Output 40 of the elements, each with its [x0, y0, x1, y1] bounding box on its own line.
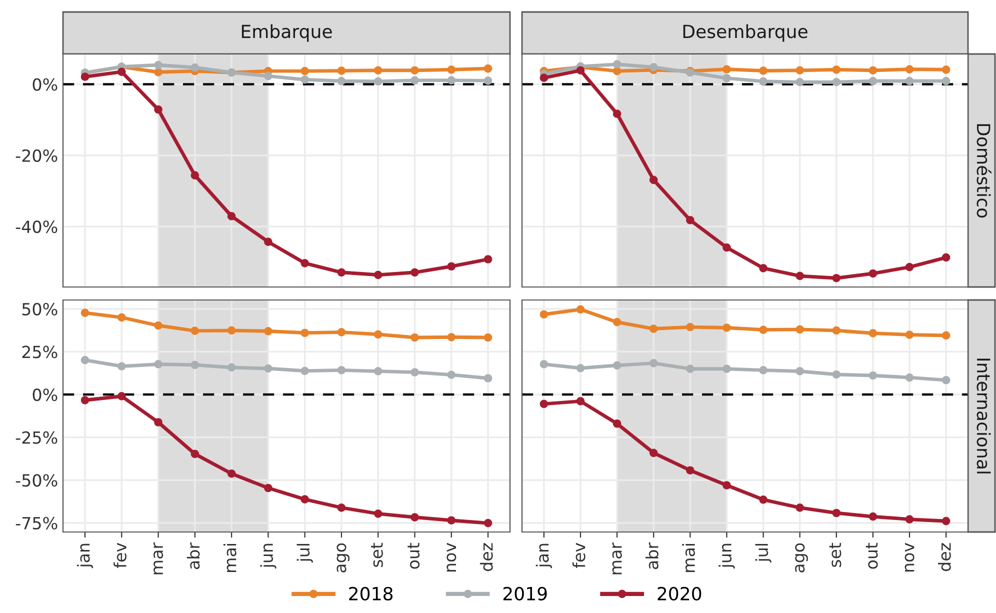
y-tick-label: -50%: [16, 474, 58, 487]
x-tick-label: mar: [612, 542, 622, 574]
legend-label: 2018: [349, 586, 393, 600]
x-tick-label: dez: [938, 543, 951, 572]
chart-title: Embarque: [242, 24, 332, 42]
y-tick-label: 25%: [22, 346, 58, 358]
x-tick-label: jul: [755, 544, 772, 563]
legend-label: 2019: [503, 586, 547, 600]
x-tick-label: nov: [904, 542, 914, 572]
x-tick-label: fev: [114, 542, 126, 568]
x-tick-label: mai: [223, 544, 236, 572]
y-tick-label: -75%: [16, 516, 58, 530]
x-tick-label: ago: [336, 543, 350, 572]
x-tick-label: jun: [260, 544, 276, 568]
text: Internacional: [976, 358, 991, 474]
x-tick-label: ago: [795, 543, 808, 572]
y-tick-label: -25%: [16, 431, 58, 444]
x-tick-label: abr: [646, 542, 658, 570]
x-tick-label: abr: [186, 542, 200, 570]
x-tick-label: mai: [682, 544, 695, 572]
chart-title: Desembarque: [683, 24, 808, 42]
x-tick-label: nov: [446, 542, 456, 572]
x-tick-label: jan: [76, 544, 94, 568]
x-tick-label: out: [408, 542, 420, 569]
x-tick-label: mar: [154, 542, 164, 574]
y-tick-label: 0%: [32, 388, 58, 402]
text: Doméstico: [976, 124, 992, 218]
x-tick-label: jan: [536, 544, 552, 568]
y-tick-label: 50%: [22, 302, 58, 316]
y-tick-label: 0%: [32, 78, 58, 91]
x-tick-label: set: [829, 542, 842, 567]
legend-label: 2020: [658, 586, 702, 600]
y-tick-label: -40%: [16, 220, 58, 234]
x-tick-label: out: [866, 542, 878, 569]
x-tick-label: fev: [572, 542, 586, 568]
x-tick-label: dez: [480, 543, 493, 572]
x-tick-label: jun: [718, 544, 735, 568]
y-tick-label: -20%: [16, 149, 58, 162]
x-tick-label: jul: [296, 544, 313, 563]
x-tick-label: set: [370, 542, 383, 567]
